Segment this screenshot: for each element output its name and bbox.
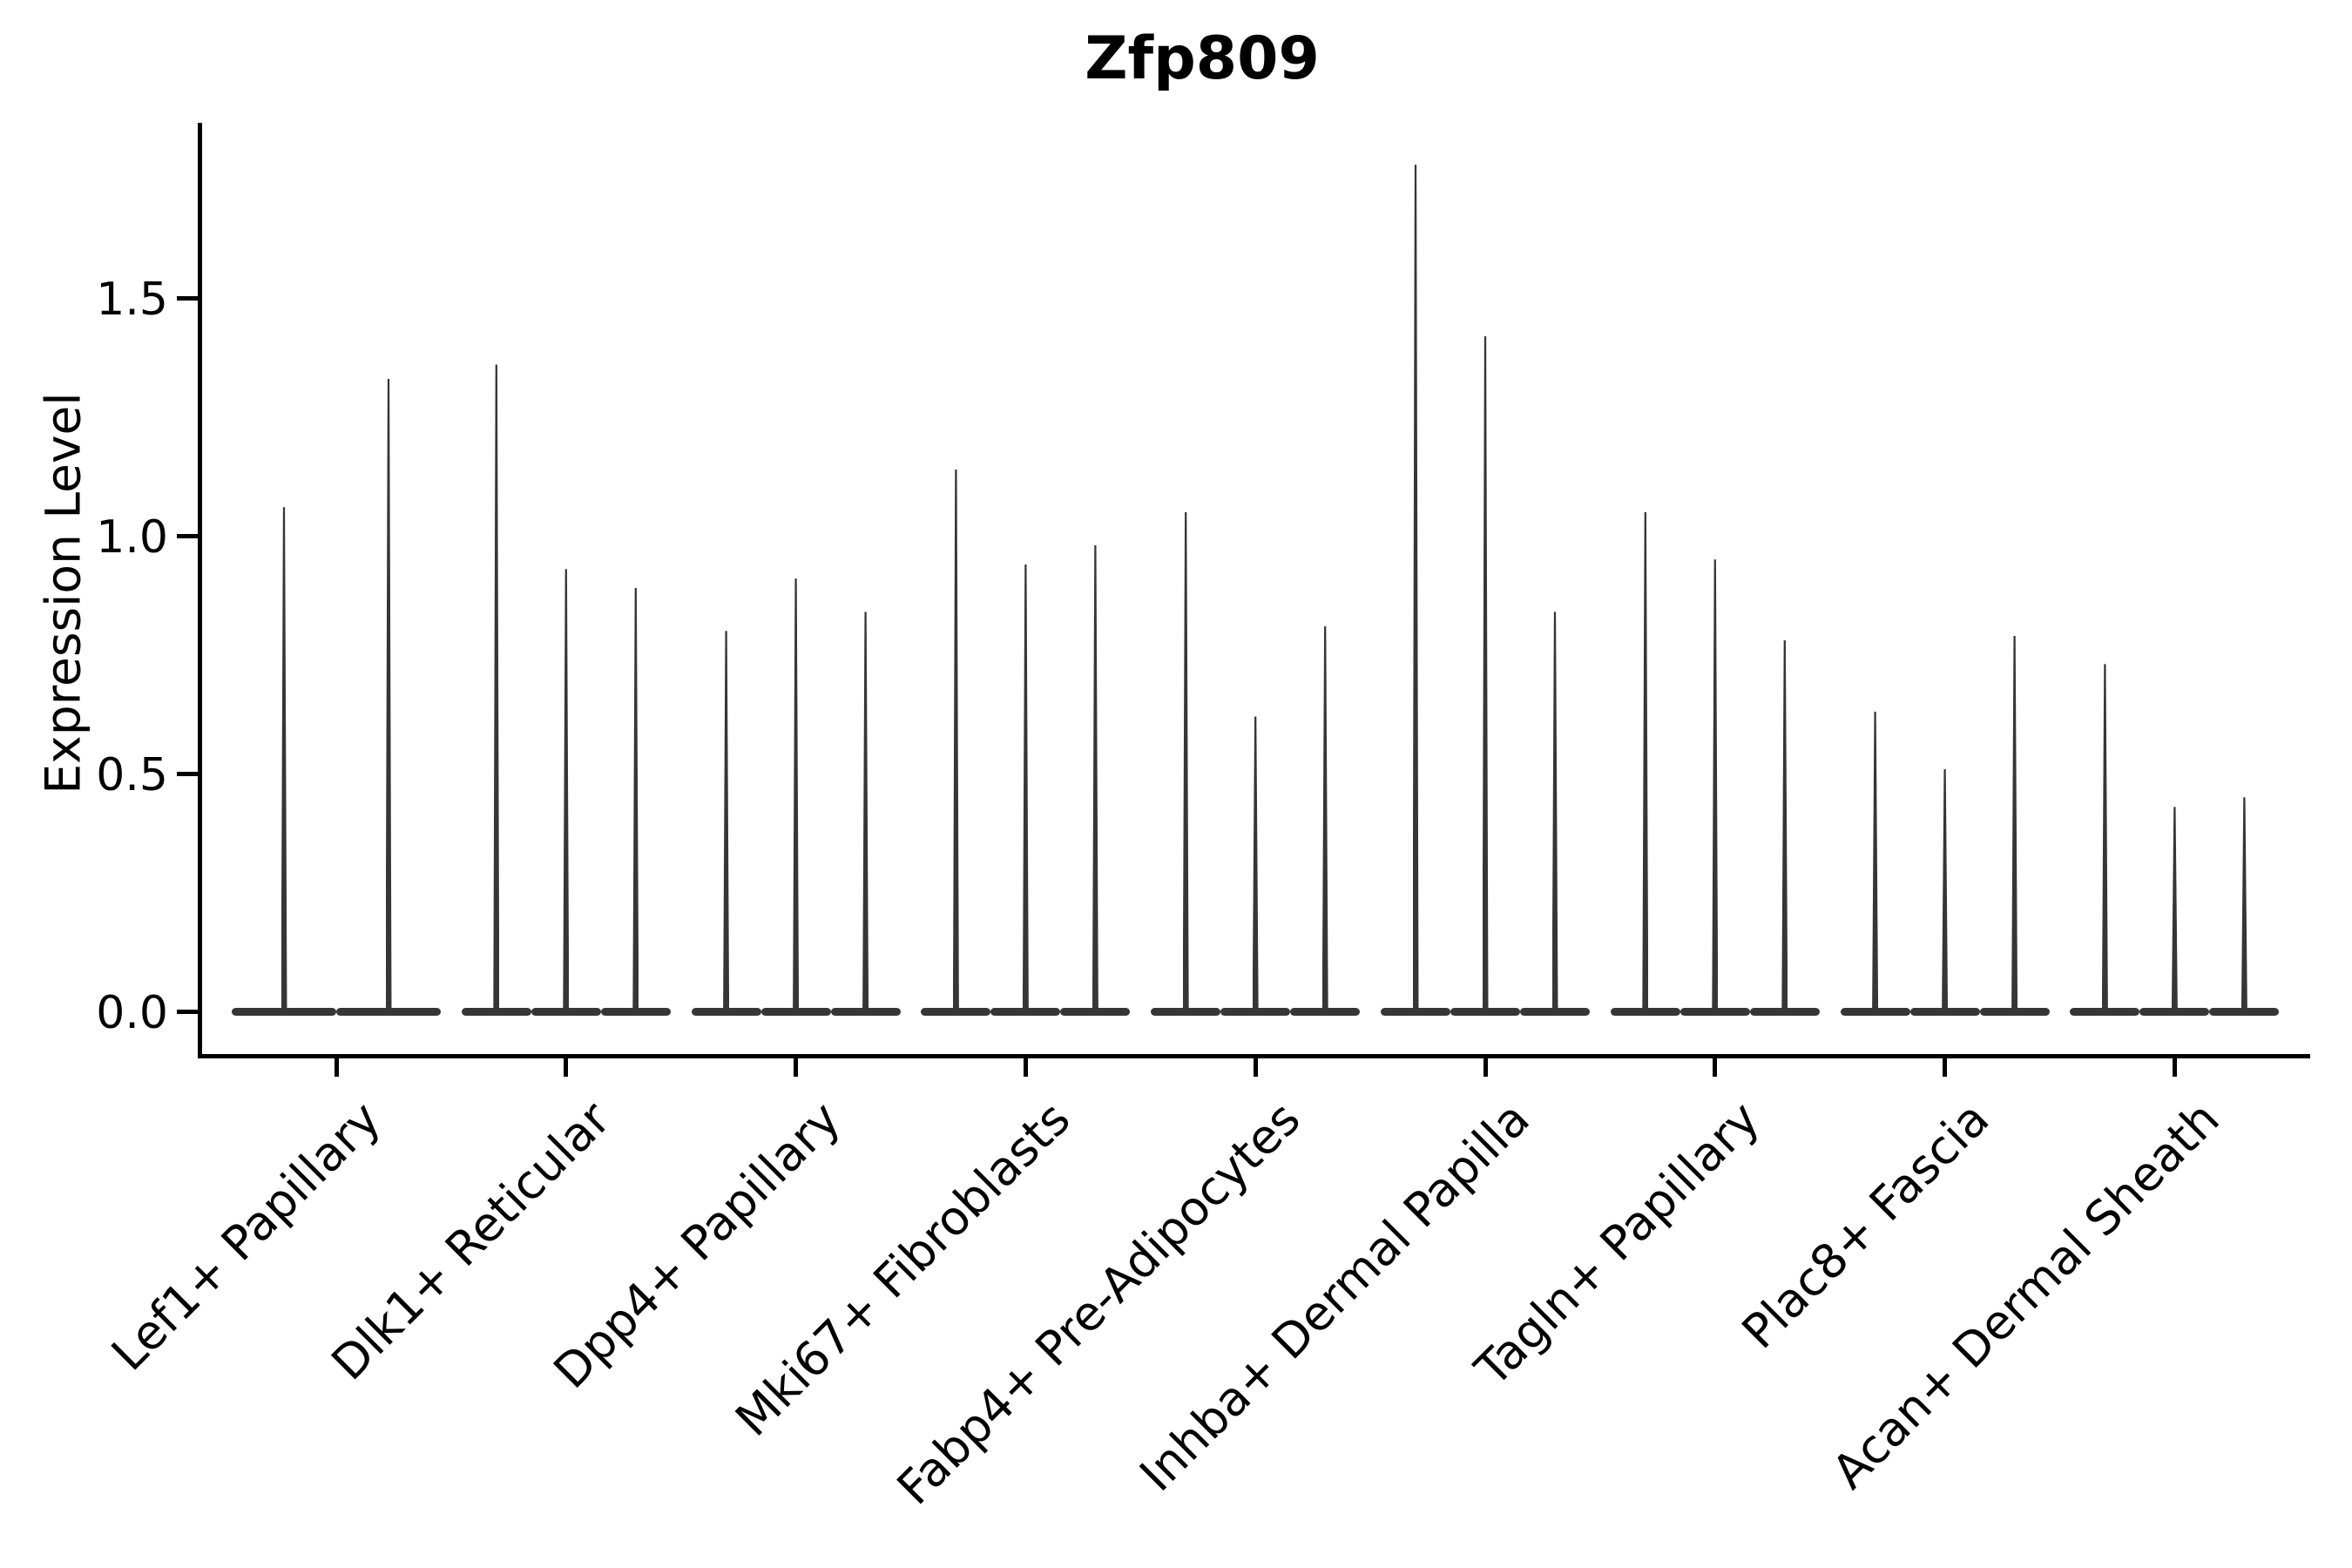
chart-title: Zfp809 <box>1085 24 1320 93</box>
violin-spike <box>793 578 800 1011</box>
violin-base <box>232 1007 336 1016</box>
violin-base <box>336 1007 441 1016</box>
y-axis-tick-label: 1.0 <box>96 511 168 564</box>
violin-spike <box>1781 640 1788 1011</box>
x-axis-tick <box>1023 1054 1028 1077</box>
y-axis-tick-label: 1.5 <box>96 274 168 326</box>
violin-spike <box>2171 807 2178 1011</box>
x-axis-tick <box>334 1054 339 1077</box>
violin-spike <box>1482 335 1489 1011</box>
x-axis-tick-label-text: Inhba+ Dermal Papilla <box>1129 1091 1541 1503</box>
violin-base <box>2209 1007 2280 1016</box>
violin-spike <box>1252 716 1259 1011</box>
violin-spike <box>1321 625 1328 1011</box>
violin-spike <box>1712 559 1719 1011</box>
violin-base <box>691 1007 761 1016</box>
violin-base <box>1060 1007 1131 1016</box>
violin-spike <box>723 631 730 1011</box>
violin-spike <box>1092 544 1098 1011</box>
violin-base <box>1979 1007 2050 1016</box>
violin-base <box>2139 1007 2210 1016</box>
violin-base <box>1840 1007 1910 1016</box>
violin-spike <box>1872 712 1879 1011</box>
y-axis-tick-label: 0.5 <box>96 749 168 801</box>
violin-spike <box>280 507 287 1011</box>
violin-base <box>1520 1007 1590 1016</box>
x-axis-tick-label-text: Acan+ Dermal Sheath <box>1821 1091 2230 1500</box>
x-axis-tick <box>2172 1054 2177 1077</box>
violin-spike <box>862 612 869 1011</box>
violin-spike <box>1642 511 1649 1011</box>
y-axis-tick <box>177 533 198 538</box>
violin-spike <box>563 569 570 1011</box>
x-axis-tick <box>794 1054 799 1077</box>
x-axis-tick <box>1713 1054 1718 1077</box>
y-axis-tick <box>177 771 198 776</box>
violin-spike <box>1182 511 1189 1011</box>
violin-base <box>1749 1007 1820 1016</box>
violin-base <box>1450 1007 1520 1016</box>
violin-spike <box>2101 664 2108 1011</box>
violin-base <box>2070 1007 2140 1016</box>
x-axis-tick-label-text: Fabp4+ Pre-Adipocytes <box>886 1091 1311 1516</box>
violin-spike <box>1551 612 1558 1011</box>
y-axis-tick <box>177 1009 198 1014</box>
violin-base <box>1290 1007 1361 1016</box>
violin-base <box>461 1007 531 1016</box>
violin-base <box>1909 1007 1980 1016</box>
violin-spike <box>1942 768 1949 1011</box>
x-axis-tick <box>1483 1054 1488 1077</box>
violin-spike <box>632 588 639 1011</box>
violin-base <box>1151 1007 1221 1016</box>
violin-base <box>1680 1007 1750 1016</box>
x-axis-tick <box>1943 1054 1948 1077</box>
violin-spike <box>952 469 959 1011</box>
y-axis-tick <box>177 295 198 301</box>
x-axis-tick <box>564 1054 569 1077</box>
violin-base <box>1381 1007 1450 1016</box>
violin-base <box>921 1007 991 1016</box>
violin-spike <box>385 378 392 1011</box>
violin-base <box>990 1007 1061 1016</box>
x-axis-tick <box>1253 1054 1258 1077</box>
x-axis-tick-label-text: Plac8+ Fascia <box>1731 1091 2000 1360</box>
y-axis-tick-label: 0.0 <box>96 987 168 1039</box>
violin-spike <box>2011 635 2018 1011</box>
violin-spike <box>2240 797 2247 1011</box>
violin-base <box>1220 1007 1291 1016</box>
violin-spike <box>1412 165 1419 1011</box>
violin-base <box>1610 1007 1680 1016</box>
violin-base <box>600 1007 671 1016</box>
violin-spike <box>1022 564 1029 1011</box>
violin-base <box>760 1007 831 1016</box>
violin-base <box>531 1007 601 1016</box>
violin-base <box>830 1007 901 1016</box>
violin-spike <box>493 364 500 1011</box>
